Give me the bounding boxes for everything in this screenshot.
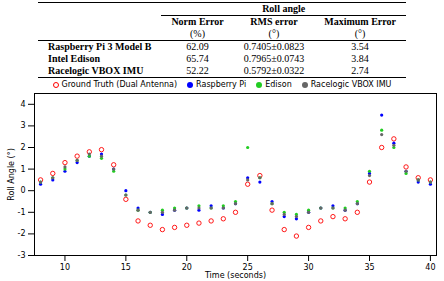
html-text:3.54: 3.54 [351,41,369,52]
html-text:Raspberry Pi: Raspberry Pi [196,80,247,89]
html-text:RMS error: RMS error [250,16,298,27]
html-text:Norm Error: Norm Error [171,16,224,27]
svg-text:40: 40 [425,263,435,272]
html-text:Edison: Edison [265,80,292,89]
svg-text:Roll Angle (°): Roll Angle (°) [7,148,16,201]
html-text:Roll angle: Roll angle [262,3,306,14]
html-text:62.09: 62.09 [186,41,209,52]
svg-text:-3: -3 [18,251,26,260]
svg-text:2: 2 [20,143,25,152]
html-text:Maximum Error: Maximum Error [324,16,396,27]
html-text:Racelogic VBOX IMU: Racelogic VBOX IMU [48,65,144,76]
html-text:Raspberry Pi 3 Model B: Raspberry Pi 3 Model B [48,41,152,52]
svg-text:-1: -1 [18,208,26,217]
svg-text:1: 1 [20,165,25,174]
svg-text:30: 30 [303,263,313,272]
svg-text:0: 0 [20,186,25,195]
html-text:52.22: 52.22 [186,65,209,76]
html-text:65.74: 65.74 [186,53,209,64]
html-text:0.5792±0.0322: 0.5792±0.0322 [243,65,305,76]
html-text:3.84: 3.84 [351,53,369,64]
svg-text:4: 4 [20,100,25,109]
svg-text:20: 20 [182,263,192,272]
html-text:Intel Edison: Intel Edison [48,53,100,64]
html-text:Racelogic VBOX IMU: Racelogic VBOX IMU [310,80,392,89]
svg-text:3: 3 [20,121,25,130]
svg-text:-2: -2 [18,229,26,238]
html-text:Ground Truth (Dual Antenna): Ground Truth (Dual Antenna) [61,80,178,89]
svg-text:10: 10 [60,263,70,272]
html-text:0.7965±0.0743: 0.7965±0.0743 [243,53,305,64]
html-text:0.7405±0.0823: 0.7405±0.0823 [243,41,305,52]
svg-text:25: 25 [242,263,253,273]
svg-text:15: 15 [121,263,131,272]
svg-text:Time (seconds): Time (seconds) [204,271,266,280]
svg-text:35: 35 [364,263,374,272]
html-text:2.74: 2.74 [351,65,369,76]
